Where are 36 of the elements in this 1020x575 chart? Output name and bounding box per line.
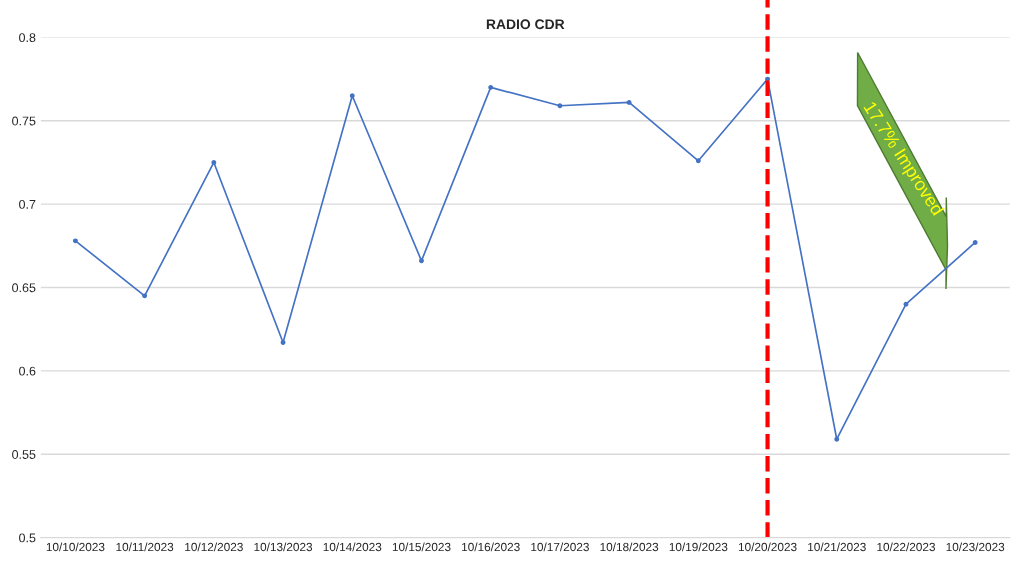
y-tick-label: 0.75: [12, 116, 36, 126]
point: [280, 340, 286, 345]
point: [142, 293, 148, 299]
point: [626, 99, 632, 105]
x-tick-label: 10/19/2023: [669, 542, 728, 552]
x-tick-label: 10/22/2023: [877, 542, 936, 552]
point: [834, 436, 840, 442]
y-tick-label: 0.7: [19, 199, 36, 209]
x-tick-label: 10/17/2023: [531, 542, 589, 552]
y-tick-label: 0.65: [12, 283, 36, 293]
y-tick-label: 0.6: [19, 366, 36, 376]
point: [765, 76, 770, 82]
x-tick-label: 10/10/2023: [46, 542, 105, 552]
point: [903, 301, 909, 307]
point: [349, 93, 355, 99]
y-tick-label: 0.8: [19, 33, 36, 43]
point: [695, 158, 701, 164]
x-tick-label: 10/21/2023: [808, 542, 866, 552]
point: [972, 240, 978, 245]
x-tick-label: 10/15/2023: [392, 542, 451, 552]
chart-title: RADIO CDR: [486, 19, 565, 30]
point: [488, 84, 494, 90]
x-tick-label: 10/18/2023: [600, 542, 659, 552]
x-tick-label: 10/14/2023: [323, 542, 382, 552]
x-tick-label: 10/13/2023: [254, 542, 313, 552]
x-tick-label: 10/23/2023: [946, 542, 1005, 552]
x-tick-label: 10/20/2023: [738, 542, 797, 552]
point: [211, 160, 217, 165]
point: [72, 238, 78, 244]
y-tick-label: 0.5: [19, 533, 36, 543]
y-tick-label: 0.55: [12, 450, 36, 459]
x-tick-label: 10/11/2023: [116, 542, 174, 552]
point: [419, 258, 424, 264]
point: [557, 103, 563, 109]
x-tick-label: 10/12/2023: [185, 542, 243, 552]
x-tick-label: 10/16/2023: [462, 542, 520, 552]
